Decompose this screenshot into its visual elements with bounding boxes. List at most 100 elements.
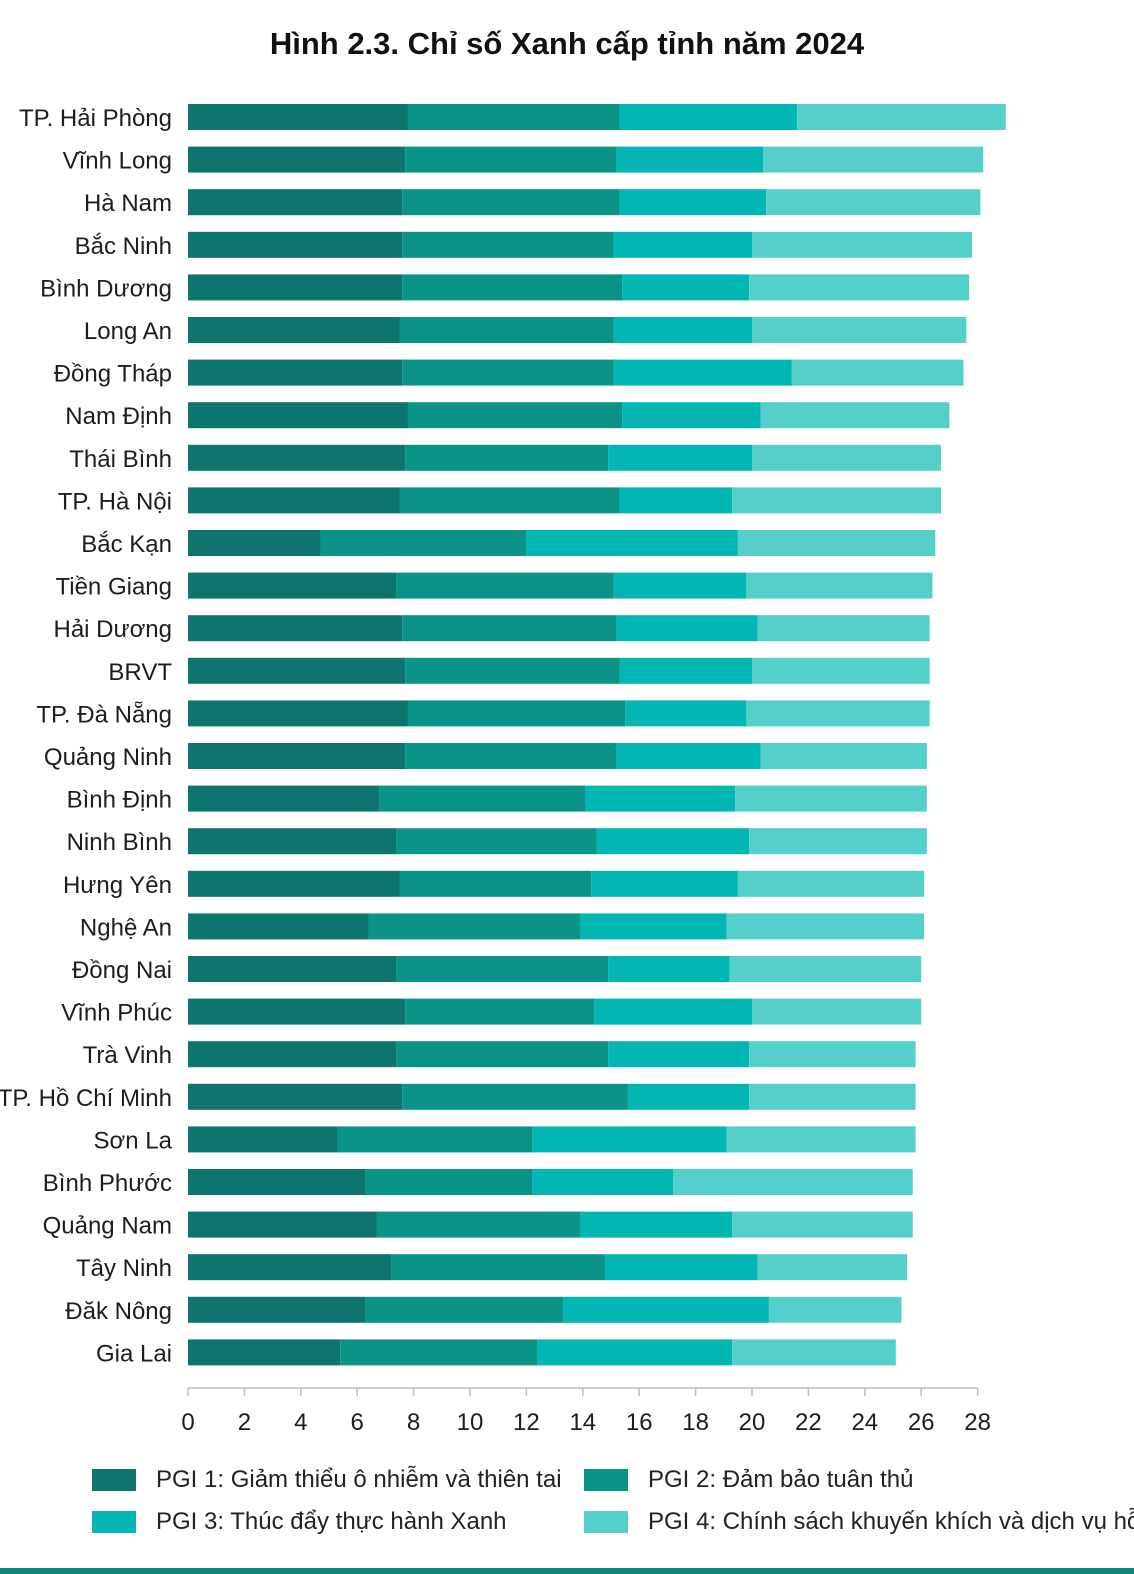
bar-segment-pgi1 [188, 615, 403, 642]
legend-item-pgi4: PGI 4: Chính sách khuyến khích và dịch v… [584, 1508, 1134, 1536]
bar-segment-pgi1 [188, 1296, 366, 1323]
bar-segment-pgi1 [188, 785, 380, 812]
category-label: Long An [84, 318, 172, 345]
bar-segment-pgi3 [526, 530, 738, 556]
bar-segment-pgi2 [407, 402, 623, 429]
bar-segment-pgi2 [340, 1339, 538, 1366]
bar-segment-pgi3 [619, 487, 733, 514]
bar-segment-pgi1 [188, 743, 406, 769]
bar-segment-pgi2 [402, 274, 623, 301]
bar-segment-pgi4 [735, 785, 927, 812]
bar-segment-pgi3 [605, 1254, 758, 1281]
bar-segment-pgi1 [188, 828, 397, 855]
bar-segment-pgi2 [405, 743, 617, 769]
bar-segment-pgi1 [188, 572, 397, 599]
bar-segment-pgi2 [405, 998, 595, 1025]
bar-segment-pgi3 [616, 743, 761, 769]
chart-title: Hình 2.3. Chỉ số Xanh cấp tỉnh năm 2024 [269, 26, 865, 61]
category-label: Nam Định [65, 403, 172, 430]
category-label: Bình Định [67, 787, 172, 814]
bar-segment-pgi3 [616, 615, 758, 642]
bar-segment-pgi4 [726, 1126, 916, 1153]
category-label: TP. Đà Nẵng [36, 700, 172, 728]
bar-segment-pgi2 [396, 572, 614, 599]
bar-segment-pgi2 [391, 1254, 606, 1281]
bar-segment-pgi4 [746, 572, 933, 599]
category-label: Đồng Nai [72, 957, 172, 984]
category-label: Trà Vinh [83, 1042, 172, 1069]
bar-segment-pgi1 [188, 998, 406, 1025]
bar-segment-pgi1 [188, 1211, 377, 1238]
category-label: Hà Nam [84, 190, 172, 217]
legend-label-pgi2: PGI 2: Đảm bảo tuân thủ [648, 1466, 914, 1493]
bar-segment-pgi4 [757, 1254, 908, 1281]
x-tick-label: 18 [682, 1409, 709, 1436]
bar-segment-pgi3 [616, 146, 764, 173]
bar-segment-pgi2 [405, 657, 620, 684]
x-tick-label: 16 [626, 1409, 653, 1436]
bar-segment-pgi2 [320, 530, 527, 556]
category-label: Ninh Bình [67, 829, 172, 856]
bar-segment-pgi2 [402, 615, 617, 642]
bar-segment-pgi4 [749, 274, 970, 301]
bar-segment-pgi2 [399, 317, 614, 343]
bar-segment-pgi4 [729, 956, 922, 982]
bar-segment-pgi2 [337, 1126, 533, 1153]
stacked-bar-chart: TP. Hải Phòng Vĩnh Long Hà Nam Bắc Ninh Bình… [0, 104, 1006, 1436]
x-tick-label: 2 [238, 1409, 251, 1436]
bar-segment-pgi3 [563, 1296, 769, 1323]
bar-segment-pgi2 [365, 1296, 564, 1323]
legend-swatch-pgi3 [92, 1511, 136, 1533]
bar-segment-pgi1 [188, 104, 408, 130]
bar-segment-pgi4 [752, 998, 922, 1025]
bar-segment-pgi2 [402, 189, 620, 216]
bar-segment-pgi2 [399, 487, 620, 514]
bar-segment-pgi3 [613, 317, 752, 343]
bar-segment-pgi3 [608, 1041, 750, 1068]
bar-segment-pgi4 [763, 146, 984, 173]
bar-segment-pgi3 [594, 998, 752, 1025]
x-tick-label: 12 [513, 1409, 540, 1436]
x-tick-label: 22 [795, 1409, 822, 1436]
bar-segment-pgi3 [622, 402, 761, 429]
legend-label-pgi1: PGI 1: Giảm thiểu ô nhiễm và thiên tai [156, 1466, 562, 1493]
category-label: Tiền Giang [55, 574, 172, 601]
bar-segment-pgi1 [188, 317, 400, 343]
bar-segment-pgi1 [188, 359, 403, 386]
bar-segment-pgi4 [732, 487, 941, 514]
bar-segment-pgi3 [537, 1339, 733, 1366]
bar-segment-pgi1 [188, 146, 406, 173]
bar-segment-pgi2 [402, 359, 614, 386]
bar-segment-pgi3 [532, 1126, 727, 1153]
bar-segment-pgi4 [757, 615, 930, 642]
x-tick-label: 20 [739, 1409, 766, 1436]
category-label: Gia Lai [96, 1340, 172, 1367]
legend-item-pgi3: PGI 3: Thúc đẩy thực hành Xanh [92, 1508, 507, 1536]
bar-segment-pgi4 [749, 1083, 916, 1110]
bar-segment-pgi1 [188, 1339, 341, 1366]
bar-segment-pgi1 [188, 657, 406, 684]
x-tick-label: 6 [351, 1409, 364, 1436]
category-label: Quảng Nam [43, 1213, 172, 1240]
bar-segment-pgi4 [791, 359, 964, 386]
bar-segment-pgi3 [591, 870, 738, 897]
bar-segment-pgi2 [396, 956, 609, 982]
bar-segment-pgi4 [673, 1169, 913, 1195]
bar-segment-pgi1 [188, 913, 369, 940]
bar-segment-pgi3 [613, 231, 752, 258]
bar-segment-pgi1 [188, 274, 403, 301]
legend-item-pgi2: PGI 2: Đảm bảo tuân thủ [584, 1466, 914, 1494]
bar-segment-pgi3 [532, 1169, 674, 1195]
category-label: Đồng Tháp [54, 361, 172, 388]
category-label: Sơn La [94, 1127, 173, 1154]
bar-segment-pgi1 [188, 530, 321, 556]
bar-segment-pgi2 [376, 1211, 580, 1238]
bar-segment-pgi1 [188, 189, 403, 216]
bar-segment-pgi2 [405, 146, 617, 173]
bar-segment-pgi1 [188, 231, 403, 258]
bar-segment-pgi2 [379, 785, 586, 812]
legend-swatch-pgi2 [584, 1469, 628, 1491]
category-label: Nghệ An [80, 914, 172, 941]
bar-segment-pgi1 [188, 1254, 392, 1281]
bar-segment-pgi2 [365, 1169, 533, 1195]
